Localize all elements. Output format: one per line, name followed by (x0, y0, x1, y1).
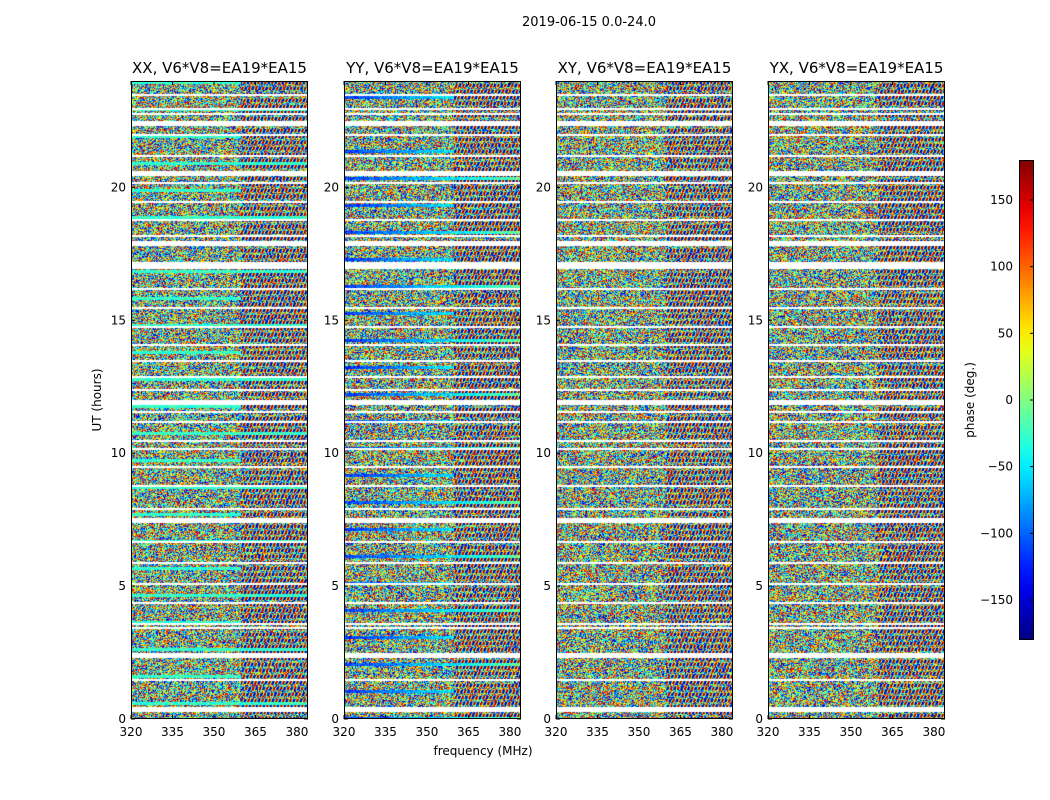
panel-title: YY, V6*V8=EA19*EA15 (345, 59, 519, 77)
colorbar-tick-label: −100 (980, 526, 1013, 540)
x-tick-label: 335 (161, 725, 184, 739)
panel-frame (768, 81, 945, 719)
colorbar-gradient (1019, 160, 1034, 640)
y-tick-label: 0 (331, 712, 339, 726)
y-tick-label: 10 (536, 446, 551, 460)
x-tick-label: 365 (881, 725, 904, 739)
y-axis-label: UT (hours) (90, 368, 104, 431)
y-tick-label: 10 (324, 446, 339, 460)
x-tick-label: 365 (244, 725, 267, 739)
x-tick-label: 350 (416, 725, 439, 739)
colorbar-tick-label: 0 (1005, 393, 1013, 407)
phase-image (344, 81, 521, 719)
x-tick-label: 335 (586, 725, 609, 739)
phase-image (131, 81, 308, 719)
panel-title: XY, V6*V8=EA19*EA15 (558, 59, 732, 77)
panel-yx: YX, V6*V8=EA19*EA15 320 335 350 365 380 0 5 10 15… (748, 59, 946, 739)
x-tick-label: 380 (710, 725, 733, 739)
panel-title: XX, V6*V8=EA19*EA15 (132, 59, 307, 77)
colorbar-tick-label: 150 (990, 193, 1013, 207)
panel-xy: XY, V6*V8=EA19*EA15 320 335 350 365 380 0 5 10 15… (536, 59, 734, 739)
y-tick-label: 20 (748, 180, 763, 194)
y-tick-label: 5 (118, 579, 126, 593)
panel-yy: YY, V6*V8=EA19*EA15 320 335 350 365 380 0 5 10 15… (324, 59, 522, 739)
colorbar-tick-label: 100 (990, 260, 1013, 274)
y-tick-label: 10 (748, 446, 763, 460)
y-tick-label: 15 (324, 313, 339, 327)
x-tick-label: 350 (203, 725, 226, 739)
figure-title: 2019-06-15 0.0-24.0 (522, 15, 656, 30)
x-tick-label: 320 (120, 725, 143, 739)
y-tick-label: 0 (755, 712, 763, 726)
y-tick-label: 15 (111, 313, 126, 327)
x-tick-label: 335 (798, 725, 821, 739)
y-tick-label: 15 (536, 313, 551, 327)
y-tick-label: 20 (111, 180, 126, 194)
y-tick-label: 15 (748, 313, 763, 327)
x-tick-label: 320 (757, 725, 780, 739)
y-tick-label: 10 (111, 446, 126, 460)
y-tick-label: 0 (543, 712, 551, 726)
x-tick-label: 365 (457, 725, 480, 739)
y-tick-label: 20 (324, 180, 339, 194)
colorbar-tick-label: −50 (988, 460, 1013, 474)
colorbar-tick-label: −150 (980, 593, 1013, 607)
panel-title: YX, V6*V8=EA19*EA15 (769, 59, 944, 77)
x-tick-label: 350 (628, 725, 651, 739)
panels: XX, V6*V8=EA19*EA15 320 335 350 365 380 0 5 10 15… (111, 59, 946, 739)
panel-frame (556, 81, 733, 719)
panel-frame (131, 81, 308, 719)
x-tick-label: 365 (669, 725, 692, 739)
colorbar-tick-label: 50 (998, 326, 1013, 340)
x-tick-label: 320 (545, 725, 568, 739)
phase-image (556, 81, 733, 719)
x-tick-label: 350 (840, 725, 863, 739)
panel-frame (344, 81, 521, 719)
colorbar: 150 100 50 0 −50 −100 −150 (980, 160, 1034, 640)
phase-image (768, 81, 945, 719)
colorbar-label: phase (deg.) (963, 362, 977, 438)
y-tick-label: 5 (543, 579, 551, 593)
y-tick-label: 0 (118, 712, 126, 726)
x-tick-label: 380 (498, 725, 521, 739)
x-tick-label: 335 (374, 725, 397, 739)
x-axis-label: frequency (MHz) (433, 744, 532, 758)
x-tick-label: 380 (285, 725, 308, 739)
y-tick-label: 5 (755, 579, 763, 593)
y-tick-label: 5 (331, 579, 339, 593)
x-tick-label: 320 (333, 725, 356, 739)
y-tick-label: 20 (536, 180, 551, 194)
panel-xx: XX, V6*V8=EA19*EA15 320 335 350 365 380 0 5 10 15… (111, 59, 309, 739)
x-tick-label: 380 (922, 725, 945, 739)
